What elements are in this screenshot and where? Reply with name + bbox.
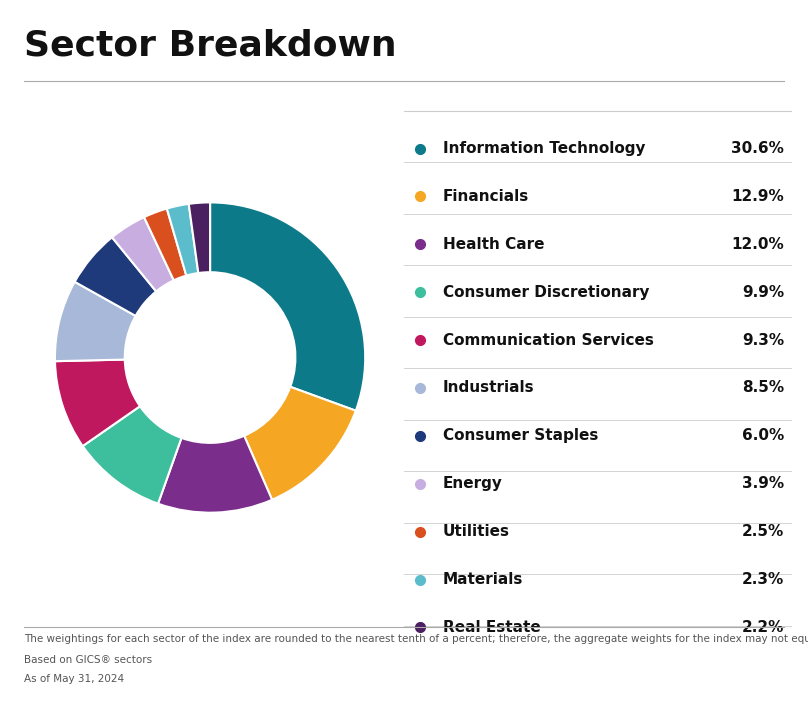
Text: Financials: Financials — [443, 189, 529, 204]
Text: 12.9%: 12.9% — [731, 189, 784, 204]
Wedge shape — [158, 435, 272, 513]
Wedge shape — [112, 217, 174, 292]
Text: 2.2%: 2.2% — [742, 620, 784, 635]
Text: 30.6%: 30.6% — [731, 141, 784, 156]
Text: Utilities: Utilities — [443, 524, 510, 539]
Text: Energy: Energy — [443, 476, 503, 491]
Text: The weightings for each sector of the index are rounded to the nearest tenth of : The weightings for each sector of the in… — [24, 634, 808, 644]
Wedge shape — [244, 387, 356, 500]
Wedge shape — [189, 202, 210, 273]
Wedge shape — [166, 204, 198, 275]
Wedge shape — [74, 237, 156, 316]
Wedge shape — [55, 282, 136, 361]
Wedge shape — [144, 209, 187, 280]
Text: Communication Services: Communication Services — [443, 333, 654, 348]
Text: 6.0%: 6.0% — [742, 428, 784, 443]
Text: Consumer Discretionary: Consumer Discretionary — [443, 285, 650, 299]
Text: Materials: Materials — [443, 572, 523, 587]
Wedge shape — [210, 202, 365, 411]
Text: Real Estate: Real Estate — [443, 620, 541, 635]
Text: Sector Breakdown: Sector Breakdown — [24, 28, 397, 62]
Text: 2.3%: 2.3% — [742, 572, 784, 587]
Wedge shape — [55, 360, 140, 446]
Text: 12.0%: 12.0% — [731, 236, 784, 252]
Text: Health Care: Health Care — [443, 236, 545, 252]
Text: 9.9%: 9.9% — [742, 285, 784, 299]
Text: As of May 31, 2024: As of May 31, 2024 — [24, 674, 124, 684]
Text: Based on GICS® sectors: Based on GICS® sectors — [24, 655, 153, 665]
Text: Information Technology: Information Technology — [443, 141, 646, 156]
Text: 8.5%: 8.5% — [742, 380, 784, 396]
Text: 3.9%: 3.9% — [742, 476, 784, 491]
Text: 9.3%: 9.3% — [742, 333, 784, 348]
Text: 2.5%: 2.5% — [742, 524, 784, 539]
Text: Consumer Staples: Consumer Staples — [443, 428, 598, 443]
Text: Industrials: Industrials — [443, 380, 534, 396]
Wedge shape — [82, 406, 182, 503]
